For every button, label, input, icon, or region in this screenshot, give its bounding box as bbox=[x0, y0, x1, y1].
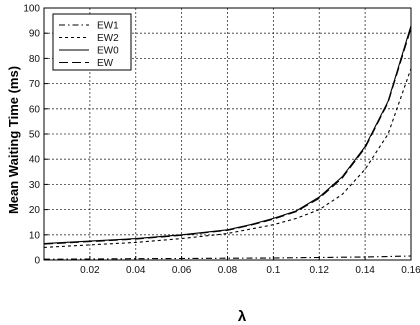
x-axis-ticks: 0.02 0.04 0.06 0.08 0.1 0.12 0.14 0.16 bbox=[80, 256, 420, 276]
series-line-ew2 bbox=[43, 68, 412, 248]
y-tick-label: 30 bbox=[29, 180, 41, 191]
x-tick-label: 0.14 bbox=[355, 265, 375, 276]
x-tick-label: 0.02 bbox=[80, 265, 100, 276]
y-tick-label: 80 bbox=[29, 54, 41, 65]
y-tick-label: 20 bbox=[29, 205, 41, 216]
series-line-ew1 bbox=[43, 255, 412, 260]
legend-label-ew2: EW2 bbox=[97, 33, 119, 44]
y-tick-label: 50 bbox=[29, 130, 41, 141]
y-tick-label: 40 bbox=[29, 155, 41, 166]
x-tick-label: 0.12 bbox=[310, 265, 330, 276]
x-axis-label: λ bbox=[238, 308, 247, 325]
legend-label-ew: EW bbox=[97, 58, 114, 69]
legend-label-ew1: EW1 bbox=[97, 21, 119, 32]
y-tick-label: 100 bbox=[23, 4, 40, 15]
series-line-ew bbox=[43, 28, 412, 245]
y-axis-label: Mean Waiting Time (ms) bbox=[6, 66, 21, 214]
legend-box bbox=[52, 13, 132, 71]
y-axis-ticks: 0 10 20 30 40 50 60 70 80 90 100 bbox=[23, 4, 48, 267]
x-tick-label: 0.08 bbox=[218, 265, 238, 276]
y-tick-label: 90 bbox=[29, 29, 41, 40]
series-lines bbox=[43, 25, 412, 260]
x-tick-label: 0.06 bbox=[172, 265, 192, 276]
x-tick-label: 0.04 bbox=[126, 265, 146, 276]
x-tick-label: 0.1 bbox=[266, 265, 280, 276]
x-tick-label: 0.16 bbox=[401, 265, 420, 276]
legend-label-ew0: EW0 bbox=[97, 46, 119, 57]
y-tick-label: 60 bbox=[29, 104, 41, 115]
y-tick-label: 70 bbox=[29, 79, 41, 90]
y-tick-label: 10 bbox=[29, 230, 41, 241]
y-tick-label: 0 bbox=[34, 256, 40, 267]
